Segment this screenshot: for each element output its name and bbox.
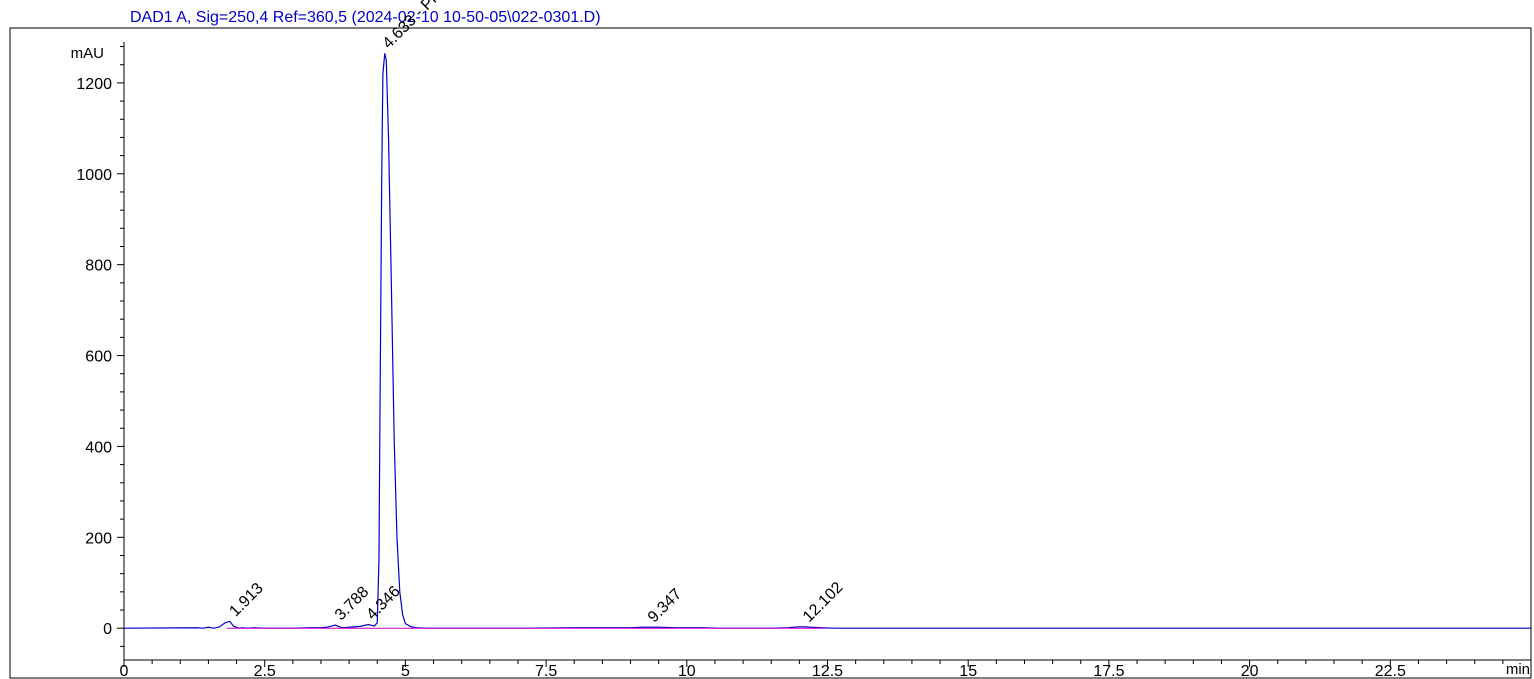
x-tick-label: 2.5 <box>254 663 276 679</box>
chart-title: DAD1 A, Sig=250,4 Ref=360,5 (2024-02-10 … <box>130 9 601 26</box>
x-tick-label: 5 <box>401 663 410 679</box>
x-tick-label: 12.5 <box>812 663 843 679</box>
x-tick-label: 22.5 <box>1375 663 1406 679</box>
x-tick-label: 7.5 <box>535 663 557 679</box>
peak-label: 3.788 <box>332 583 372 623</box>
y-tick-label: 200 <box>85 530 112 547</box>
x-tick-label: 20 <box>1241 663 1259 679</box>
x-axis-unit-label: min <box>1506 661 1530 678</box>
peak-label: 4.346 <box>363 583 403 623</box>
series-layer <box>123 53 1531 629</box>
peak-label: 12.102 <box>800 579 847 626</box>
x-tick-label: 17.5 <box>1093 663 1124 679</box>
y-tick-label: 1200 <box>76 76 112 93</box>
y-tick-label: 1000 <box>76 167 112 184</box>
x-tick-label: 10 <box>678 663 696 679</box>
plot-frame <box>9 27 1532 679</box>
x-tick-label: 15 <box>959 663 977 679</box>
y-tick-label: 800 <box>85 258 112 275</box>
y-axis-unit-label: mAU <box>71 45 104 62</box>
y-tick-label: 0 <box>103 621 112 638</box>
y-tick-label: 600 <box>85 349 112 366</box>
peak-label: 4.633 - Promethazine-D6 HCl <box>380 0 540 52</box>
y-tick-label: 400 <box>85 439 112 456</box>
peak-label: 1.913 <box>226 580 266 620</box>
x-ticks: 0 2.5 5 7.5 10 12.5 15 17.5 20 22.5 <box>120 660 1504 679</box>
x-tick-label: 0 <box>120 663 129 679</box>
signal-trace <box>123 53 1531 629</box>
y-ticks: 0 200 400 600 800 1000 1200 <box>76 46 124 647</box>
peak-label: 9.347 <box>645 586 685 626</box>
